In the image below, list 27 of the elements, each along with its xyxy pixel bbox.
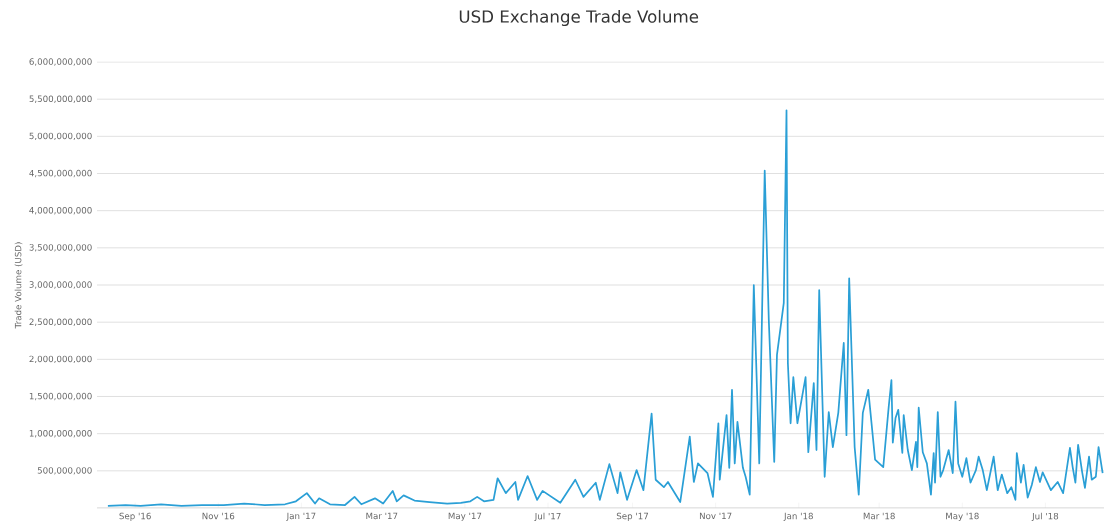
x-tick-label: Sep '16 — [119, 512, 151, 521]
y-tick-label: 4,500,000,000 — [29, 169, 92, 178]
y-tick-label: 1,000,000,000 — [29, 429, 92, 438]
x-tick-label: Jan '17 — [286, 512, 316, 521]
x-tick-label: Nov '17 — [699, 512, 732, 520]
y-tick-label: 3,000,000,000 — [29, 281, 92, 289]
y-tick-label: 2,500,000,000 — [29, 318, 92, 326]
x-tick-label: Jul '18 — [1031, 512, 1059, 522]
x-tick-label: Jul '17 — [534, 512, 561, 522]
line-series — [107, 109, 1104, 507]
x-tick-label: Nov '16 — [202, 512, 235, 520]
y-tick-label: 2,000,000,000 — [29, 355, 92, 364]
y-tick-label: 3,500,000,000 — [29, 244, 92, 252]
x-tick-label: Jan '18 — [783, 512, 813, 521]
y-tick-label: 1,500,000,000 — [29, 392, 92, 401]
y-axis-title: Trade Volume (USD) — [14, 242, 23, 329]
chart-title: USD Exchange Trade Volume — [459, 9, 699, 27]
x-tick-label: Mar '17 — [366, 512, 398, 520]
y-tick-label: 500,000,000 — [37, 467, 92, 475]
x-tick-label: Sep '17 — [616, 512, 649, 521]
y-tick-label: 4,000,000,000 — [29, 206, 92, 215]
y-tick-label: 6,000,000,000 — [29, 58, 92, 66]
y-tick-label: 5,000,000,000 — [29, 132, 92, 141]
x-tick-label: Mar '18 — [863, 512, 895, 520]
x-tick-label: May '18 — [946, 512, 979, 521]
x-tick-label: May '17 — [448, 512, 482, 521]
y-tick-label: 5,500,000,000 — [29, 95, 92, 103]
